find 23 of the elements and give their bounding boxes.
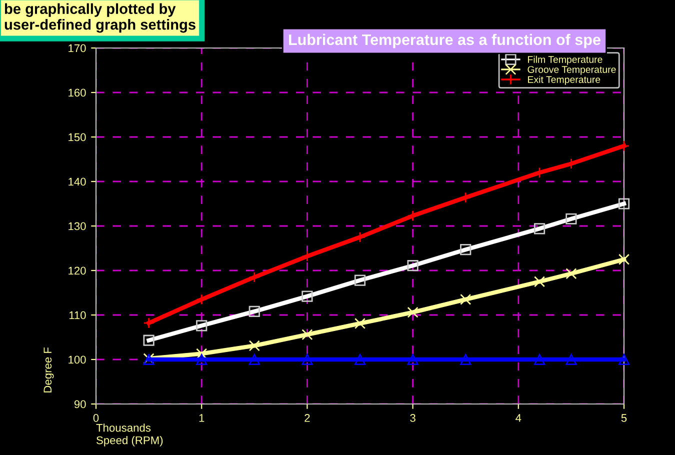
- y-tick-label: 140: [68, 178, 86, 186]
- x-tick-label: 3: [410, 414, 416, 422]
- text: be graphically plotted by user-defined graph settings: [4, 3, 196, 33]
- y-tick-label: 150: [68, 133, 86, 142]
- y-axis-title: Degree F: [44, 347, 54, 392]
- x-tick-label: 4: [516, 414, 522, 422]
- y-tick-label: 90: [74, 400, 86, 408]
- y-tick-label: 170: [68, 44, 86, 52]
- x-tick-label: 2: [304, 414, 310, 422]
- x-tick-label: 0: [93, 414, 99, 422]
- text: Thousands: [96, 424, 151, 432]
- chart-title: Lubricant Temperature as a function of spe: [289, 34, 600, 48]
- x-axis-title: Speed (RPM): [96, 436, 163, 446]
- legend-label: Exit Temperature: [528, 76, 600, 85]
- y-tick-label: 130: [68, 222, 86, 230]
- legend-label: Groove Temperature: [528, 66, 616, 75]
- y-tick-label: 160: [68, 88, 86, 97]
- y-tick-label: 100: [68, 356, 86, 364]
- y-tick-label: 120: [68, 266, 86, 275]
- x-tick-label: 1: [199, 414, 204, 422]
- y-tick-label: 110: [69, 311, 86, 320]
- x-tick-label: 5: [621, 414, 627, 422]
- legend-label: Film Temperature: [528, 56, 602, 65]
